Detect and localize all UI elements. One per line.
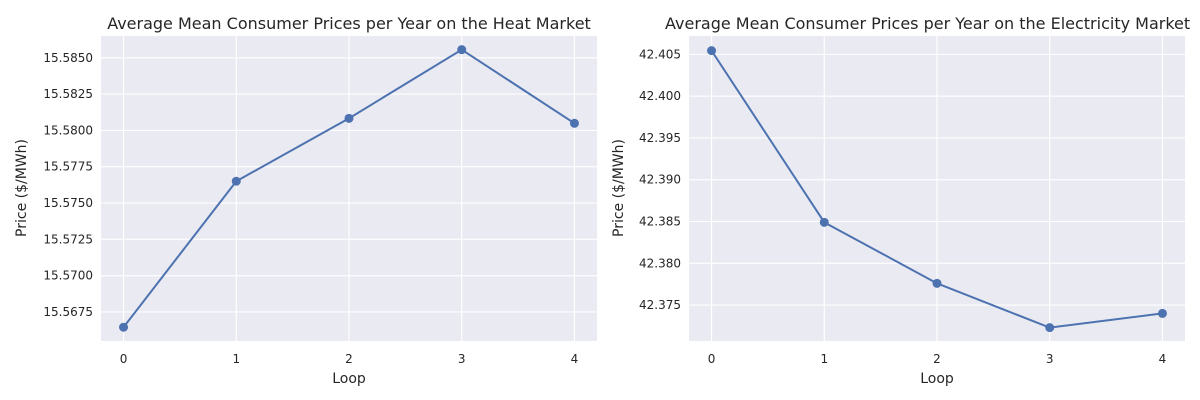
electricity-data-point: [819, 217, 829, 227]
heat-y-tick-label: 15.5725: [43, 232, 93, 246]
electricity-x-tick-label: 2: [933, 352, 941, 366]
heat-market-chart: 15.5675 15.5700 15.5725 15.5750 15.5775 15.58…: [14, 14, 597, 387]
heat-y-tick-label: 15.5675: [43, 305, 93, 319]
electricity-data-point: [932, 278, 942, 288]
electricity-x-tick-labels: 0 1 2 3 4: [708, 352, 1167, 366]
electricity-data-point: [707, 46, 717, 56]
heat-y-tick-label: 15.5700: [43, 269, 93, 283]
heat-data-point: [569, 118, 579, 128]
heat-data-point: [344, 113, 354, 123]
heat-data-point: [119, 322, 129, 332]
heat-y-axis-label: Price ($/MWh): [14, 139, 30, 237]
heat-y-tick-labels: 15.5675 15.5700 15.5725 15.5750 15.5775 15.58…: [43, 51, 93, 319]
electricity-chart-title: Average Mean Consumer Prices per Year on…: [665, 14, 1190, 33]
electricity-x-axis-label: Loop: [920, 371, 954, 387]
heat-data-point: [457, 45, 467, 55]
heat-x-tick-label: 4: [571, 352, 579, 366]
electricity-series-points: [707, 46, 1167, 333]
heat-y-tick-label: 15.5775: [43, 160, 93, 174]
heat-y-tick-label: 15.5850: [43, 51, 93, 65]
heat-x-tick-label: 3: [458, 352, 466, 366]
electricity-x-tick-label: 0: [708, 352, 716, 366]
electricity-data-point: [1045, 323, 1055, 333]
heat-x-tick-label: 2: [345, 352, 353, 366]
electricity-market-chart: 42.375 42.380 42.385 42.390 42.395 42.400 42.4…: [611, 14, 1190, 387]
electricity-data-point: [1157, 308, 1167, 318]
heat-gridlines: [101, 36, 597, 341]
electricity-y-tick-label: 42.380: [639, 256, 681, 270]
electricity-y-tick-label: 42.375: [639, 298, 681, 312]
electricity-x-tick-label: 4: [1159, 352, 1167, 366]
electricity-gridlines: [689, 36, 1185, 341]
electricity-y-tick-labels: 42.375 42.380 42.385 42.390 42.395 42.400 42.4…: [639, 47, 681, 312]
heat-x-axis-label: Loop: [332, 371, 366, 387]
electricity-y-axis-label: Price ($/MWh): [611, 139, 627, 237]
electricity-y-tick-label: 42.385: [639, 215, 681, 229]
electricity-x-tick-label: 1: [820, 352, 828, 366]
heat-y-tick-label: 15.5825: [43, 87, 93, 101]
heat-x-tick-labels: 0 1 2 3 4: [120, 352, 579, 366]
heat-y-tick-label: 15.5750: [43, 196, 93, 210]
heat-chart-title: Average Mean Consumer Prices per Year on…: [107, 14, 591, 33]
electricity-y-tick-label: 42.395: [639, 131, 681, 145]
heat-y-tick-label: 15.5800: [43, 123, 93, 137]
electricity-y-tick-label: 42.390: [639, 173, 681, 187]
electricity-y-tick-label: 42.400: [639, 89, 681, 103]
heat-x-tick-label: 1: [232, 352, 240, 366]
electricity-x-tick-label: 3: [1046, 352, 1054, 366]
electricity-y-tick-label: 42.405: [639, 47, 681, 61]
heat-data-point: [231, 176, 241, 186]
heat-series-points: [119, 45, 579, 332]
heat-x-tick-label: 0: [120, 352, 128, 366]
